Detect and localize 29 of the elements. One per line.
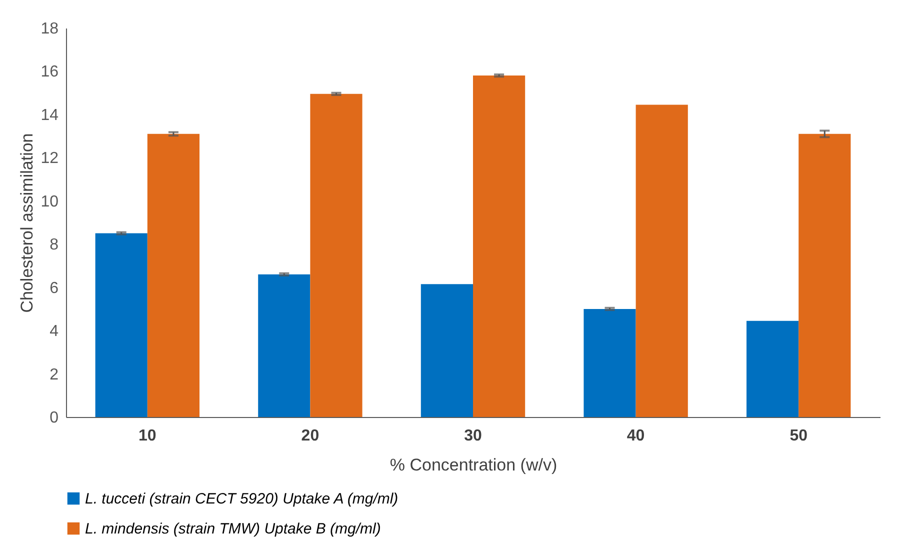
y-tick-label: 18 [40,20,59,38]
bar [95,233,148,417]
y-tick-label: 6 [50,280,59,297]
x-tick-label: 50 [790,428,808,444]
x-axis-title: % Concentration (w/v) [390,456,558,474]
bar [147,134,200,417]
bar [310,94,362,417]
y-tick-label: 0 [50,410,59,426]
y-axis-title: Cholesterol assimilation [18,133,37,313]
x-tick-label: 10 [138,428,156,444]
x-tick-label: 40 [626,428,645,444]
bar [258,274,310,417]
bar [420,284,473,417]
bar [473,76,526,417]
bar [746,320,799,417]
y-tick-label: 8 [50,236,59,254]
y-tick-label: 14 [40,106,59,124]
bar [798,134,851,417]
y-tick-label: 10 [40,193,59,210]
bar [584,308,636,417]
y-tick-label: 2 [50,366,59,384]
legend-label: L. mindensis (strain TMW) Uptake B (mg/ml) [85,520,381,538]
x-tick-label: 30 [464,428,482,444]
y-tick-label: 12 [40,150,59,168]
x-tick-label: 20 [301,428,320,444]
bar [636,104,688,417]
y-tick-label: 4 [50,323,59,340]
y-tick-label: 16 [40,64,59,81]
legend-label: L. tucceti (strain CECT 5920) Uptake A (mg/ml) [85,490,398,508]
